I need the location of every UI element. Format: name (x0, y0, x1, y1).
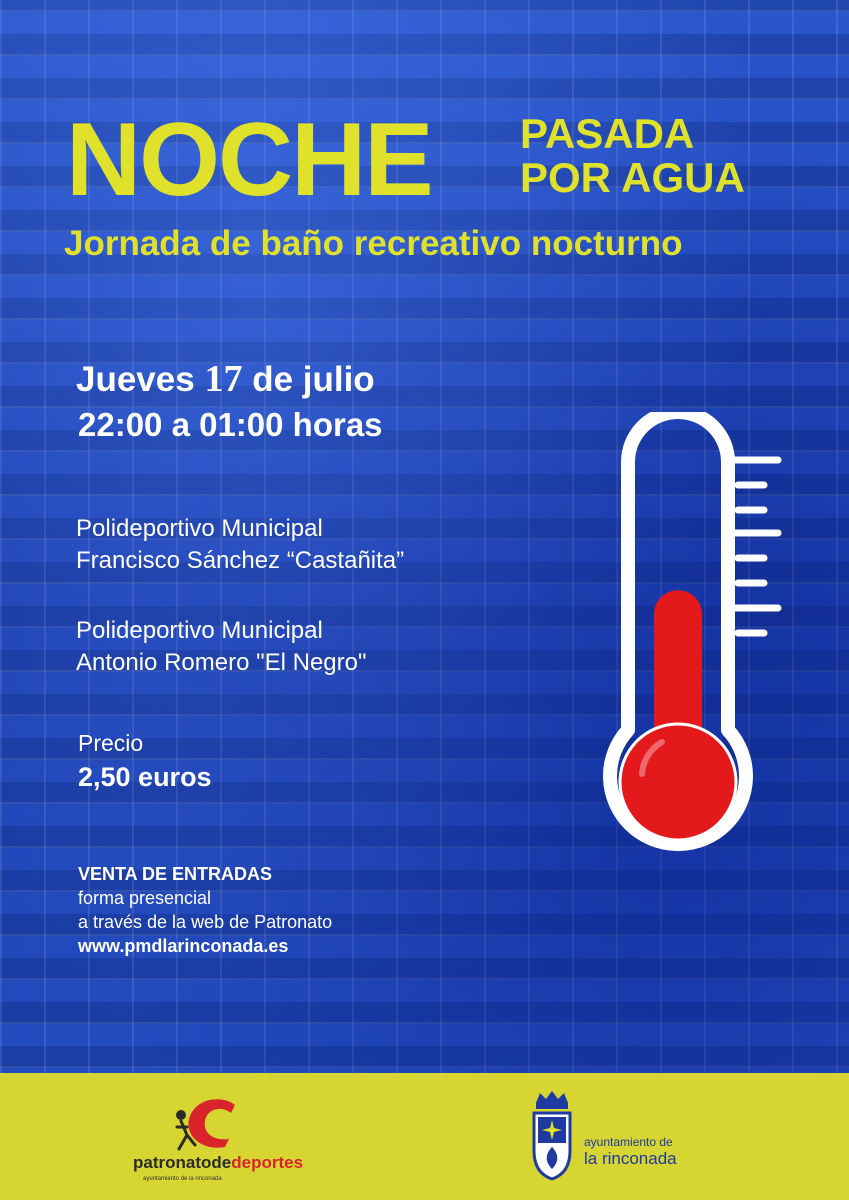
date-month: de julio (252, 360, 375, 399)
ticket-sales-heading: VENTA DE ENTRADAS (78, 864, 273, 884)
patronato-deportes-logo[interactable]: patronatodedeportes ayuntamiento de la r… (133, 1097, 313, 1187)
venue-1: Polideportivo Municipal Francisco Sánche… (76, 513, 404, 577)
ayuntamiento-name: la rinconada (584, 1149, 677, 1168)
thermometer-scale (722, 456, 782, 637)
patronato-runner-icon (175, 1099, 235, 1151)
subtitle: Jornada de baño recreativo nocturno (64, 224, 683, 263)
title-main: NOCHE (66, 102, 434, 218)
venue-2-line-2: Antonio Romero "El Negro" (76, 649, 367, 676)
coat-of-arms-icon (532, 1091, 572, 1181)
title-side-line-1: PASADA (520, 110, 695, 157)
patronato-subtitle: ayuntamiento de la rinconada (143, 1176, 222, 1182)
date-day: 17 (204, 358, 243, 400)
thermometer-bulb (618, 722, 738, 842)
patronato-name-part-2: de (211, 1153, 232, 1172)
patronato-name-part-1: patronato (133, 1153, 212, 1172)
ticket-sales-line-2: a través de la web de Patronato (78, 912, 333, 932)
ticket-website-link[interactable]: www.pmdlarinconada.es (78, 936, 289, 956)
ticket-sales-line-1: forma presencial (78, 888, 212, 908)
venue-1-line-2: Francisco Sánchez “Castañita” (76, 547, 405, 574)
thermometer-icon (603, 412, 782, 852)
price-value: 2,50 euros (78, 762, 212, 792)
footer-bar: patronatodedeportes ayuntamiento de la r… (0, 1073, 849, 1200)
ayuntamiento-logo[interactable]: ayuntamiento de la rinconada (530, 1089, 710, 1189)
patronato-name-part-3: deportes (231, 1153, 304, 1172)
patronato-name: patronatodedeportes (133, 1153, 303, 1173)
ayuntamiento-label: ayuntamiento de (584, 1135, 673, 1149)
venue-1-line-1: Polideportivo Municipal (76, 515, 323, 542)
date-weekday: Jueves (76, 360, 195, 399)
venue-2: Polideportivo Municipal Antonio Romero "… (76, 615, 367, 679)
ticket-sales: VENTA DE ENTRADAS forma presencial a tra… (78, 862, 332, 958)
title-side-line-2: POR AGUA (520, 154, 745, 201)
venue-2-line-1: Polideportivo Municipal (76, 617, 323, 644)
price-label: Precio (78, 730, 144, 756)
event-date: Jueves 17 de julio (76, 358, 375, 401)
event-hours: 22:00 a 01:00 horas (78, 406, 383, 443)
